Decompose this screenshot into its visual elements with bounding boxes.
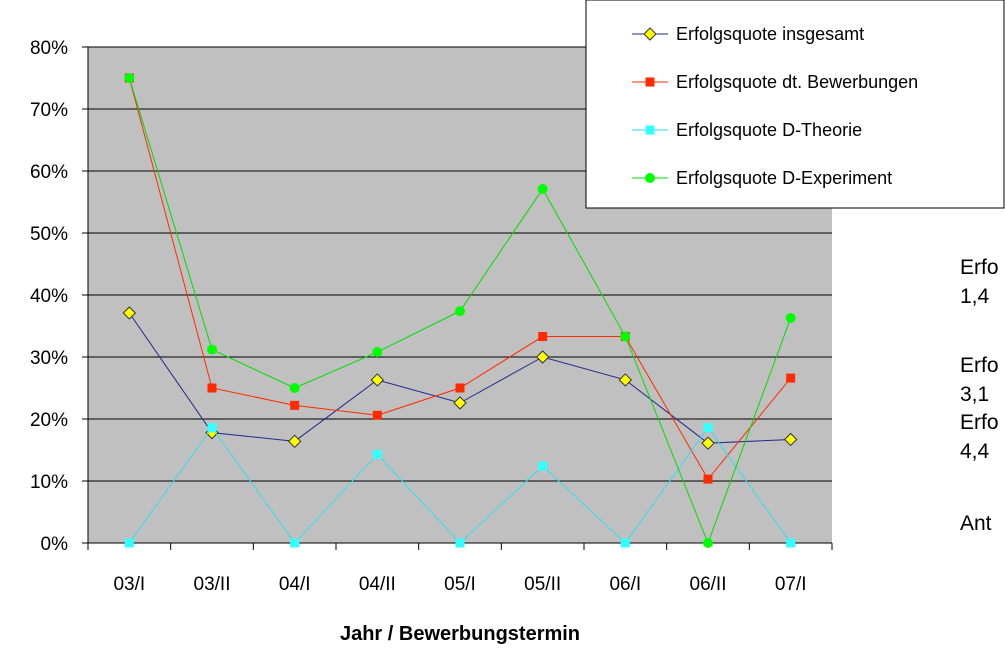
data-point <box>207 423 217 433</box>
data-point <box>620 538 630 548</box>
data-point <box>703 474 713 484</box>
y-tick-label: 10% <box>30 472 68 493</box>
x-axis-label: Jahr / Bewerbungstermin <box>340 623 580 645</box>
series-4 <box>124 73 796 548</box>
data-point <box>290 538 300 548</box>
side-text-6: 4,4 <box>960 440 990 463</box>
data-point <box>785 312 796 323</box>
data-point <box>783 432 798 447</box>
side-text-3: Erfo <box>960 354 999 377</box>
data-point <box>703 423 713 433</box>
x-tick-label: 06/I <box>609 574 641 595</box>
data-point <box>455 538 465 548</box>
data-point <box>207 344 217 355</box>
series-3 <box>124 423 796 548</box>
data-point <box>537 183 548 194</box>
x-tick-label: 06/II <box>690 574 727 595</box>
y-tick-label: 80% <box>30 38 68 59</box>
legend-marker <box>645 77 655 87</box>
y-tick-label: 70% <box>30 100 68 121</box>
data-point <box>453 396 467 410</box>
legend-marker <box>643 27 657 41</box>
y-tick-labels: 0% 10% 20% 30% 40% 50% 60% 70% 80% <box>30 38 68 555</box>
legend-item: Erfolgsquote insgesamt <box>632 24 864 44</box>
x-tick-label: 07/I <box>775 574 807 595</box>
legend-marker <box>645 173 655 183</box>
data-point <box>372 410 382 420</box>
y-tick-label: 0% <box>41 534 69 555</box>
data-point <box>620 331 631 342</box>
y-tick-label: 20% <box>30 410 68 431</box>
data-point <box>124 73 135 83</box>
legend-marker <box>645 125 655 135</box>
y-tick-label: 60% <box>30 162 68 183</box>
legend-label: Erfolgsquote insgesamt <box>676 24 864 44</box>
side-text-4: 3,1 <box>960 383 990 406</box>
legend-item: Erfolgsquote D-Theorie <box>632 120 862 140</box>
legend-item: Erfolgsquote D-Experiment <box>632 168 892 188</box>
legend-label: Erfolgsquote D-Theorie <box>676 120 862 140</box>
side-text-5: Erfo <box>960 411 999 434</box>
y-tick-label: 40% <box>30 286 68 307</box>
x-tick-label: 05/II <box>524 574 561 595</box>
data-point <box>372 449 382 459</box>
data-point <box>701 436 715 450</box>
data-point <box>455 306 465 317</box>
legend-item: Erfolgsquote dt. Bewerbungen <box>632 72 918 92</box>
x-tick-label: 03/I <box>113 574 145 595</box>
data-point <box>287 434 302 449</box>
data-point <box>370 373 385 387</box>
data-point <box>618 373 633 387</box>
y-tick-label: 50% <box>30 224 68 245</box>
y-tick-label: 30% <box>30 348 68 369</box>
data-point <box>786 373 796 383</box>
legend: Erfolgsquote insgesamt Erfolgsquote dt. B… <box>585 0 1005 209</box>
x-tick-label: 04/I <box>279 574 311 595</box>
data-point <box>455 383 465 393</box>
data-point <box>124 538 134 548</box>
data-point <box>122 306 137 320</box>
series-layer <box>122 73 798 548</box>
legend-label: Erfolgsquote D-Experiment <box>676 168 892 188</box>
data-point <box>290 400 300 410</box>
data-point <box>289 383 300 393</box>
legend-label: Erfolgsquote dt. Bewerbungen <box>676 72 918 92</box>
x-tick-labels: 03/I 03/II 04/I 04/II 05/I 05/II 06/I 06/II 07/I <box>113 574 806 595</box>
x-tick-label: 03/II <box>194 574 231 595</box>
data-point <box>538 461 548 471</box>
side-text-1: Erfo <box>960 256 999 279</box>
side-text-2: 1,4 <box>960 285 990 308</box>
side-text-7: Ant <box>960 512 992 535</box>
data-point <box>535 350 550 364</box>
x-tick-label: 04/II <box>359 574 396 595</box>
x-tick-label: 05/I <box>444 574 476 595</box>
data-point <box>703 538 713 548</box>
data-point <box>207 383 217 393</box>
data-point <box>372 347 383 358</box>
data-point <box>538 332 548 342</box>
data-point <box>786 538 796 548</box>
series-1 <box>122 306 798 450</box>
